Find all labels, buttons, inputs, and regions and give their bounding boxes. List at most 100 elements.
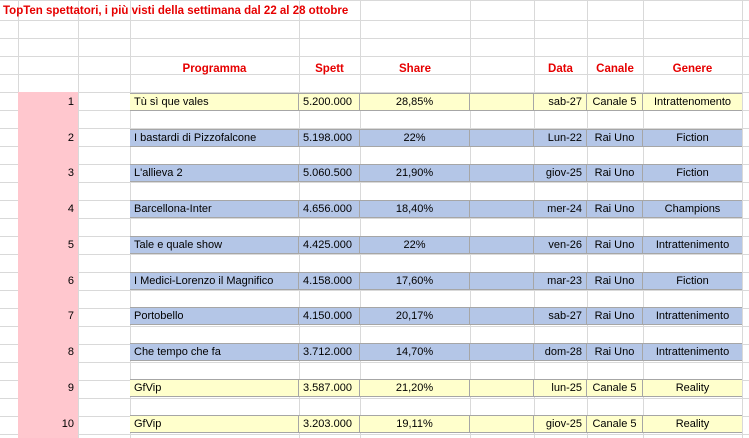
cell-canale[interactable]: Rai Uno: [587, 165, 643, 181]
cell-data[interactable]: lun-25: [534, 380, 587, 396]
cell-programma[interactable]: Tale e quale show: [130, 237, 299, 253]
cell-data[interactable]: mer-24: [534, 201, 587, 217]
gridline: [0, 398, 749, 399]
cell-data[interactable]: dom-28: [534, 344, 587, 360]
cell-canale[interactable]: Rai Uno: [587, 130, 643, 146]
cell-data[interactable]: giov-25: [534, 416, 587, 432]
cell-spett[interactable]: 4.425.000: [299, 237, 360, 253]
cell-spett[interactable]: 3.587.000: [299, 380, 360, 396]
cell-empty[interactable]: [470, 130, 534, 146]
cell-genere[interactable]: Intrattenimento: [655, 346, 730, 358]
header-genere: Genere: [672, 63, 713, 75]
cell-canale[interactable]: Canale 5: [587, 380, 643, 396]
cell-spett[interactable]: 3.203.000: [299, 416, 360, 432]
cell-spett[interactable]: 3.712.000: [299, 344, 360, 360]
cell-spett[interactable]: 5.200.000: [299, 94, 360, 110]
cell-genere[interactable]: Fiction: [676, 132, 709, 144]
cell-share[interactable]: 18,40%: [360, 201, 470, 217]
cell-programma[interactable]: I bastardi di Pizzofalcone: [130, 130, 299, 146]
cell-empty[interactable]: [470, 237, 534, 253]
cell-programma[interactable]: GfVip: [130, 416, 299, 432]
cell-genere[interactable]: Intrattenomento: [653, 96, 732, 108]
rank-cell[interactable]: 4: [18, 200, 78, 218]
cell-data[interactable]: sab-27: [534, 94, 587, 110]
cell-share[interactable]: 14,70%: [360, 344, 470, 360]
cell-empty[interactable]: [470, 165, 534, 181]
header-spett: Spett: [315, 63, 344, 75]
gridline: [130, 0, 131, 438]
cell-share[interactable]: 22%: [360, 237, 470, 253]
cell-canale[interactable]: Rai Uno: [587, 273, 643, 289]
rank-cell[interactable]: 5: [18, 236, 78, 254]
cell-share[interactable]: 17,60%: [360, 273, 470, 289]
cell-programma[interactable]: L'allieva 2: [130, 165, 299, 181]
cell-spett[interactable]: 5.198.000: [299, 130, 360, 146]
cell-empty[interactable]: [470, 416, 534, 432]
cell-genere[interactable]: Champions: [664, 203, 721, 215]
cell-data[interactable]: Lun-22: [534, 130, 587, 146]
table-row[interactable]: L'allieva 2 5.060.500 21,90% giov-25 Rai Uno…: [130, 164, 742, 182]
cell-spett[interactable]: 5.060.500: [299, 165, 360, 181]
rank-cell[interactable]: 3: [18, 164, 78, 182]
table-row[interactable]: Barcellona-Inter 4.656.000 18,40% mer-24 Rai…: [130, 200, 742, 218]
cell-canale[interactable]: Rai Uno: [587, 344, 643, 360]
rank-cell[interactable]: 10: [18, 415, 78, 433]
table-row[interactable]: I bastardi di Pizzofalcone 5.198.000 22% Lu…: [130, 129, 742, 147]
cell-programma[interactable]: Barcellona-Inter: [130, 201, 299, 217]
cell-share[interactable]: 21,90%: [360, 165, 470, 181]
gridline: [0, 128, 749, 129]
table-row[interactable]: Tù sì que vales 5.200.000 28,85% sab-27 Cana…: [130, 93, 742, 111]
cell-programma[interactable]: GfVip: [130, 380, 299, 396]
gridline: [587, 0, 588, 438]
table-row[interactable]: GfVip 3.587.000 21,20% lun-25 Canale 5 Realit…: [130, 379, 742, 397]
cell-genere[interactable]: Fiction: [676, 167, 709, 179]
cell-spett[interactable]: 4.656.000: [299, 201, 360, 217]
cell-programma[interactable]: Portobello: [130, 308, 299, 324]
rank-cell[interactable]: 8: [18, 343, 78, 361]
cell-empty[interactable]: [470, 344, 534, 360]
rank-cell[interactable]: 7: [18, 307, 78, 325]
gridline: [470, 0, 471, 438]
cell-genere[interactable]: Reality: [675, 382, 710, 394]
cell-programma[interactable]: Che tempo che fa: [130, 344, 299, 360]
cell-genere[interactable]: Fiction: [676, 275, 709, 287]
rank-cell[interactable]: 2: [18, 129, 78, 147]
table-row[interactable]: GfVip 3.203.000 19,11% giov-25 Canale 5 Reali…: [130, 415, 742, 433]
cell-data[interactable]: giov-25: [534, 165, 587, 181]
cell-share[interactable]: 22%: [360, 130, 470, 146]
cell-data[interactable]: ven-26: [534, 237, 587, 253]
table-row[interactable]: Portobello 4.150.000 20,17% sab-27 Rai Uno In…: [130, 307, 742, 325]
cell-empty[interactable]: [470, 308, 534, 324]
rank-cell[interactable]: 1: [18, 93, 78, 111]
cell-empty[interactable]: [470, 94, 534, 110]
cell-empty[interactable]: [470, 201, 534, 217]
cell-spett[interactable]: 4.150.000: [299, 308, 360, 324]
cell-programma[interactable]: Tù sì que vales: [130, 94, 299, 110]
cell-share[interactable]: 28,85%: [360, 94, 470, 110]
rank-cell[interactable]: 6: [18, 272, 78, 290]
cell-share[interactable]: 21,20%: [360, 380, 470, 396]
cell-data[interactable]: mar-23: [534, 273, 587, 289]
gridline: [360, 0, 361, 438]
cell-canale[interactable]: Rai Uno: [587, 308, 643, 324]
gridline: [0, 20, 749, 21]
cell-canale[interactable]: Rai Uno: [587, 237, 643, 253]
gridline: [299, 0, 300, 438]
cell-genere[interactable]: Intrattenimento: [655, 310, 730, 322]
cell-spett[interactable]: 4.158.000: [299, 273, 360, 289]
cell-genere[interactable]: Reality: [675, 418, 710, 430]
table-row[interactable]: Che tempo che fa 3.712.000 14,70% dom-28 Rai…: [130, 343, 742, 361]
table-row[interactable]: I Medici-Lorenzo il Magnifico 4.158.000 17…: [130, 272, 742, 290]
cell-data[interactable]: sab-27: [534, 308, 587, 324]
cell-share[interactable]: 19,11%: [360, 416, 470, 432]
cell-empty[interactable]: [470, 380, 534, 396]
cell-programma[interactable]: I Medici-Lorenzo il Magnifico: [130, 273, 299, 289]
cell-genere[interactable]: Intrattenimento: [655, 239, 730, 251]
table-row[interactable]: Tale e quale show 4.425.000 22% ven-26 Rai U…: [130, 236, 742, 254]
cell-canale[interactable]: Canale 5: [587, 416, 643, 432]
cell-empty[interactable]: [470, 273, 534, 289]
cell-share[interactable]: 20,17%: [360, 308, 470, 324]
cell-canale[interactable]: Rai Uno: [587, 201, 643, 217]
rank-cell[interactable]: 9: [18, 379, 78, 397]
cell-canale[interactable]: Canale 5: [587, 94, 643, 110]
